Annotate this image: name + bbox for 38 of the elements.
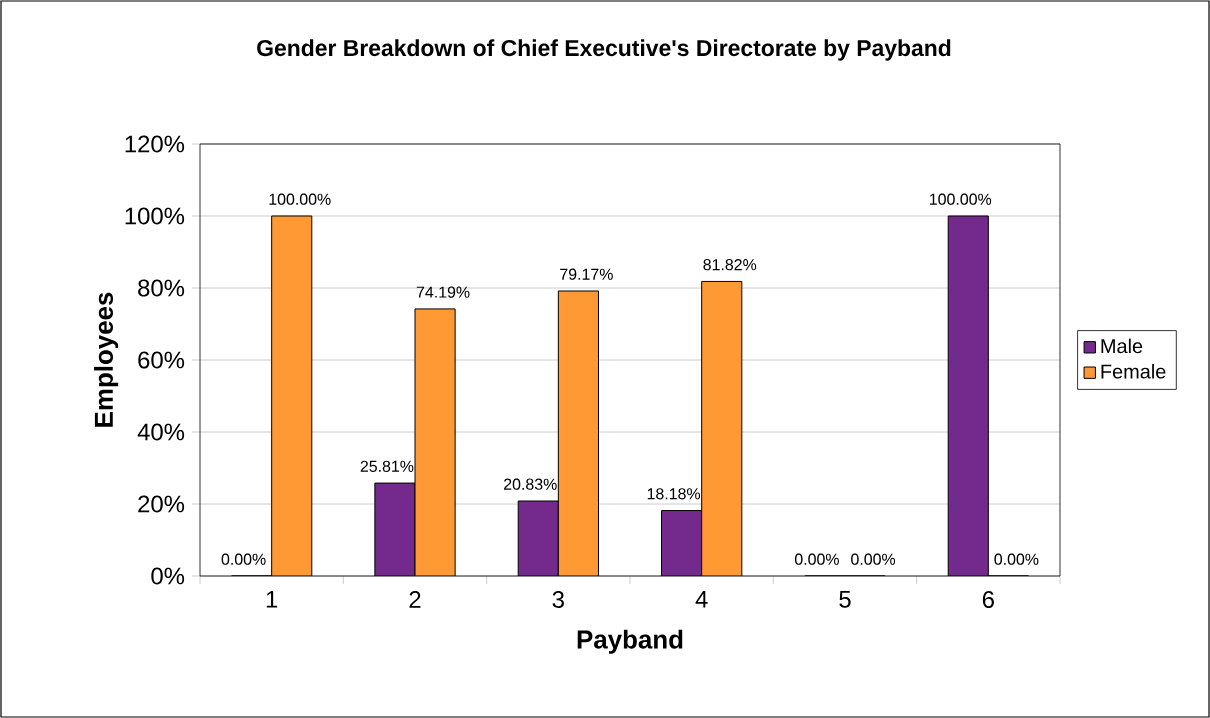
x-axis-title: Payband: [577, 629, 683, 654]
bar: [414, 308, 456, 576]
bar: [701, 280, 743, 576]
data-label: 25.81%: [360, 460, 414, 472]
x-tick-label: 5: [839, 591, 851, 608]
data-label: 18.18%: [647, 488, 701, 500]
y-tick-label: 60%: [138, 351, 185, 369]
data-label: 0.00%: [221, 553, 266, 565]
x-tick-label: 1: [266, 591, 278, 608]
data-label: 100.00%: [930, 193, 992, 205]
data-label: 0.00%: [994, 553, 1039, 565]
bar: [518, 501, 559, 576]
y-tick-label: 20%: [138, 495, 185, 513]
y-tick-label: 0%: [151, 567, 185, 585]
y-axis-title: Employees: [93, 292, 119, 427]
data-label: 20.83%: [504, 478, 557, 490]
data-label: 0.00%: [794, 553, 839, 565]
bar: [947, 215, 989, 576]
x-tick-label: 3: [552, 591, 564, 608]
data-label: 100.00%: [269, 193, 331, 205]
bar: [661, 510, 703, 576]
x-tick-label: 4: [695, 591, 708, 608]
chart-title: Gender Breakdown of Chief Executive's Directorate by Payband: [257, 39, 951, 61]
y-tick-label: 40%: [137, 423, 185, 441]
legend-label: Female: [1101, 363, 1166, 379]
y-tick-label: 100%: [125, 207, 185, 225]
x-tick-label: 2: [409, 591, 421, 608]
x-tick-label: 6: [982, 591, 994, 608]
bar: [558, 290, 599, 576]
y-tick-label: 120%: [125, 135, 185, 153]
bar: [271, 215, 313, 576]
data-label: 79.17%: [560, 268, 613, 280]
data-label: 74.19%: [416, 286, 470, 298]
bar: [374, 482, 416, 576]
data-label: 0.00%: [851, 553, 896, 565]
data-label: 81.82%: [703, 259, 757, 271]
legend-label: Male: [1101, 338, 1143, 354]
y-tick-label: 80%: [138, 279, 185, 297]
